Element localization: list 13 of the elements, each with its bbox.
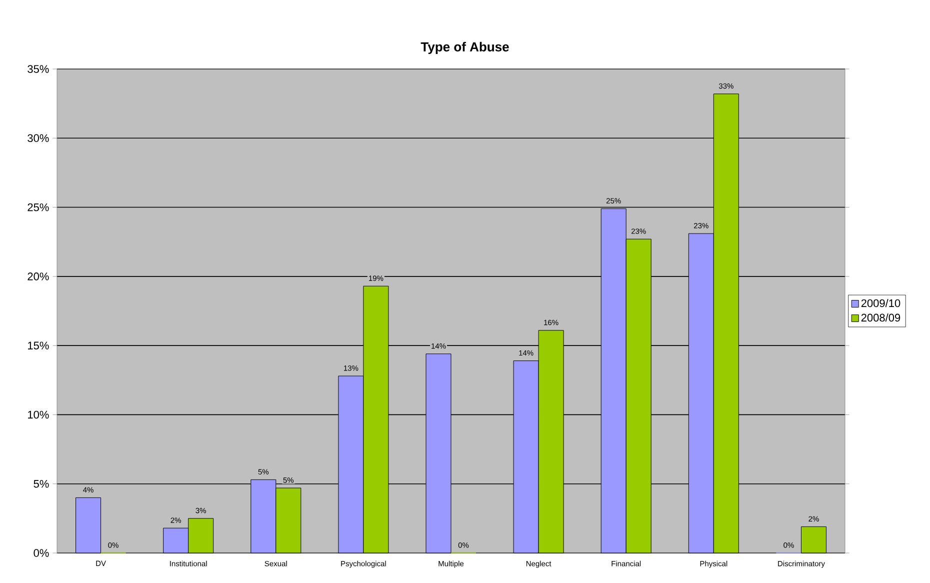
y-tick-label: 5% (34, 480, 49, 488)
legend-label: 2009/10 (861, 299, 900, 308)
chart-title: Type of Abuse (420, 42, 509, 54)
y-tick-label: 25% (28, 203, 49, 212)
y-tick-label: 10% (28, 410, 49, 419)
y-tick-label: 15% (28, 342, 49, 350)
bar (800, 526, 826, 554)
bar (76, 497, 102, 554)
legend-label: 2008/09 (861, 313, 900, 322)
y-tick-label: 35% (28, 65, 49, 73)
y-tick-label: 30% (28, 134, 49, 142)
y-tick-label: 20% (28, 272, 49, 280)
y-tick-label: 0% (34, 549, 49, 557)
